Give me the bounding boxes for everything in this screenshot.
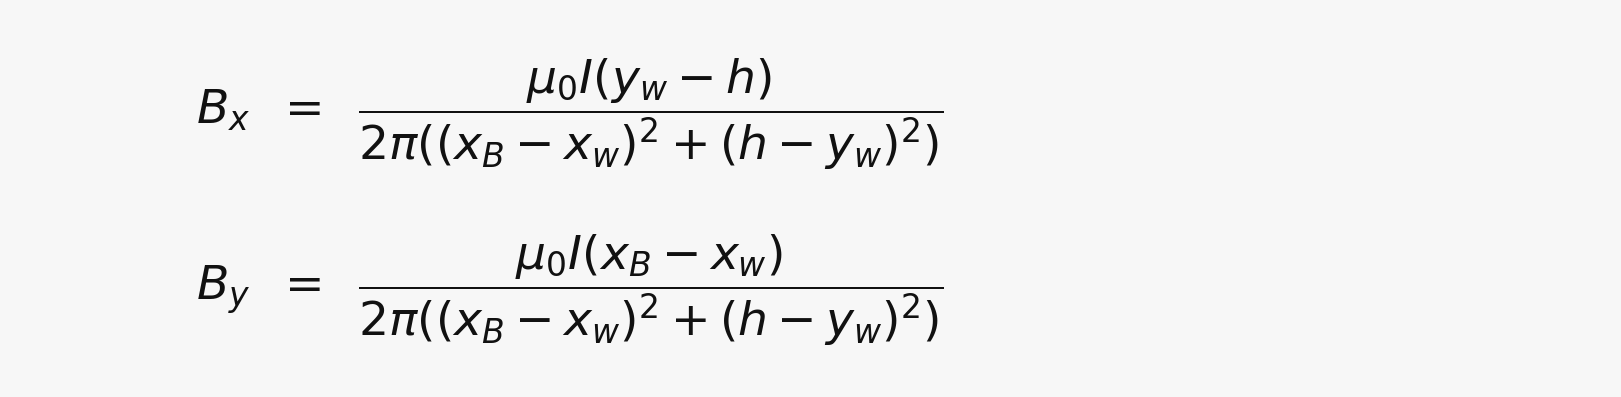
Text: $B_y \;\; = \;\; \dfrac{\mu_0 I(x_B - x_w)}{2\pi((x_B - x_w)^2 + (h - y_w)^2)}$: $B_y \;\; = \;\; \dfrac{\mu_0 I(x_B - x_… (196, 233, 943, 348)
Text: $B_x \;\; = \;\; \dfrac{\mu_0 I(y_w - h)}{2\pi((x_B - x_w)^2 + (h - y_w)^2)}$: $B_x \;\; = \;\; \dfrac{\mu_0 I(y_w - h)… (196, 56, 943, 172)
